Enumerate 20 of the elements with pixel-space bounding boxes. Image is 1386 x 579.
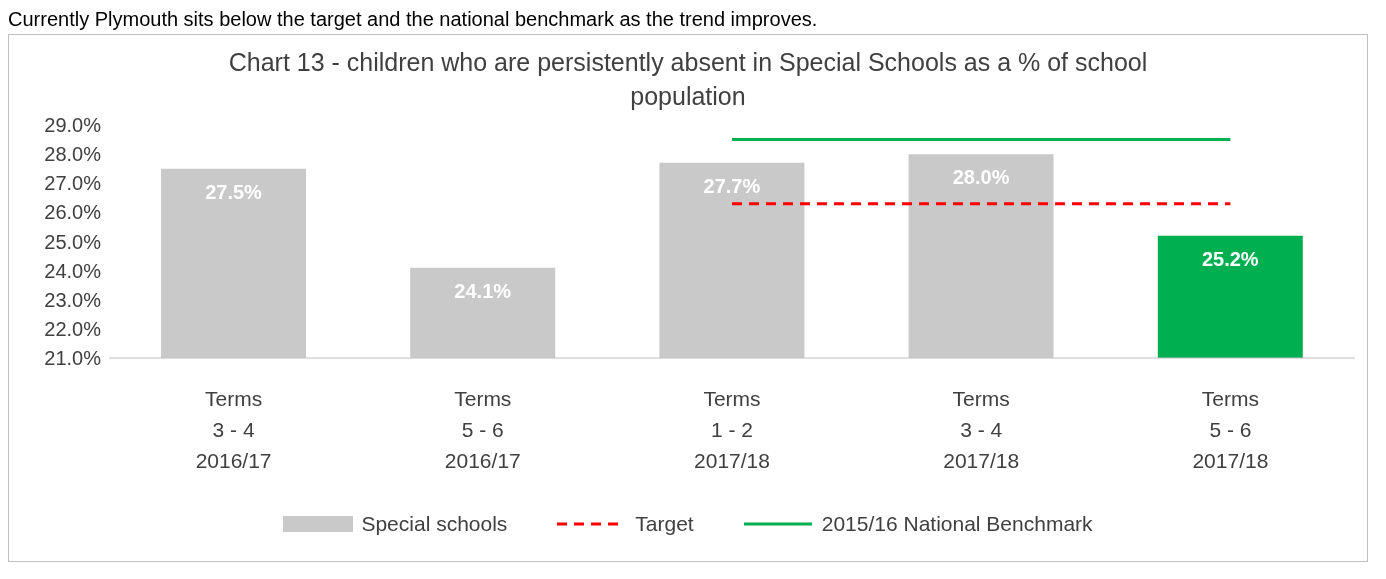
chart-title: Chart 13 - children who are persistently absent in Special Schools as a % of school population [227,47,1149,112]
x-tick-label: Terms 5 - 6 2017/18 [1192,387,1269,472]
x-tick-label: Terms 3 - 4 2017/18 [943,387,1020,472]
y-tick-label: 27.0% [44,172,102,195]
x-tick-label: Terms 3 - 4 2016/17 [195,387,272,472]
x-tick-label: Terms 1 - 2 2017/18 [694,387,770,472]
y-tick-label: 23.0% [44,288,102,311]
x-tick-label: Terms 5 - 6 2016/17 [444,387,521,472]
legend-label: Target [634,512,694,536]
legend-label: Special schools [360,512,508,536]
y-tick-label: 22.0% [44,317,102,340]
legend-label: 2015/16 National Benchmark [820,512,1093,536]
y-tick-label: 25.0% [44,230,102,253]
y-tick-label: 24.0% [44,259,102,282]
y-tick-label: 28.0% [44,143,102,166]
data-label: 25.2% [1201,247,1259,270]
y-tick-label: 21.0% [44,347,102,370]
text: Currently Plymouth sits below the target and the national benchmark as the trend improves. [8,8,819,32]
y-tick-label: 29.0% [44,114,102,137]
y-tick-label: 26.0% [44,201,102,224]
